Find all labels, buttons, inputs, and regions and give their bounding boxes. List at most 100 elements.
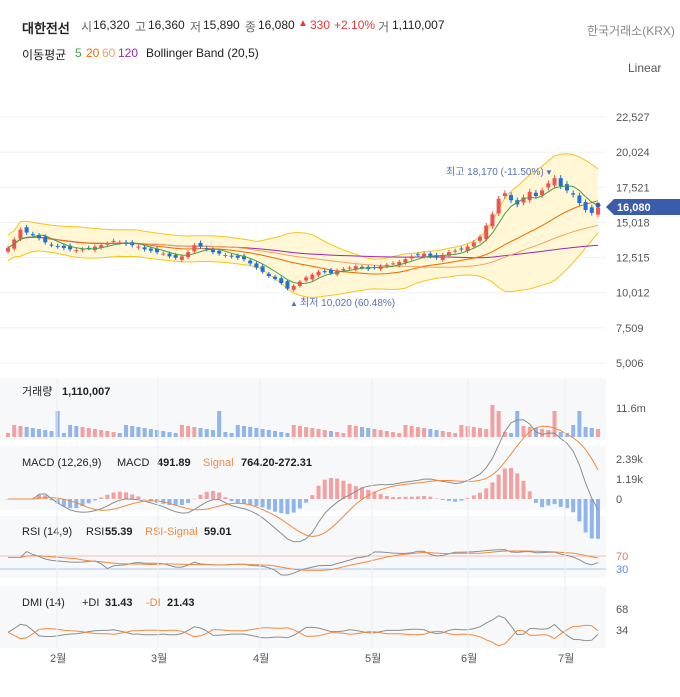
candle-body <box>74 250 79 252</box>
volume-bar <box>235 425 240 437</box>
candle-body <box>223 254 228 256</box>
macd-histogram-bar <box>316 485 321 499</box>
candle-body <box>37 235 42 239</box>
macd-histogram-bar <box>322 479 327 499</box>
macd-histogram-bar <box>527 491 532 499</box>
macd-histogram-bar <box>422 495 427 499</box>
candle-body <box>43 236 48 243</box>
macd-histogram-bar <box>397 496 402 499</box>
candle-body <box>446 252 451 256</box>
plus-di-label: +DI <box>82 597 99 609</box>
candle-body <box>360 266 364 268</box>
macd-histogram-bar <box>415 496 420 499</box>
plus-di-line <box>7 615 599 642</box>
candle-body <box>397 261 402 266</box>
macd-histogram-bar <box>353 486 358 499</box>
macd-histogram-bar <box>459 499 464 501</box>
candle-body <box>266 273 271 277</box>
volume-bar <box>515 411 520 437</box>
macd-histogram-bar <box>384 495 389 499</box>
macd-histogram-bar <box>130 494 135 499</box>
volume-bar <box>217 411 222 437</box>
candle-body <box>49 244 54 246</box>
macd-histogram-bar <box>366 489 371 499</box>
macd-histogram-bar <box>229 499 234 502</box>
volume-bar <box>99 430 104 437</box>
candle-body <box>198 242 203 247</box>
macd-histogram-bar <box>248 499 253 505</box>
macd-histogram-bar <box>434 498 439 499</box>
volume-bar <box>161 431 166 437</box>
min-marker-icon: ▲ <box>290 299 298 308</box>
volume-bar <box>273 431 278 437</box>
candle-body <box>434 254 439 258</box>
macd-histogram-bar <box>49 499 54 501</box>
macd-histogram-bar <box>80 499 85 507</box>
candle-body <box>596 207 600 215</box>
high-label: 고 <box>135 20 147 34</box>
minus-di-label: -DI <box>146 597 161 609</box>
candle-body <box>403 259 408 263</box>
dmi-panel-label: DMI (14) <box>22 597 65 609</box>
macd-histogram-bar <box>478 492 482 499</box>
macd-histogram-bar <box>490 482 495 499</box>
candle-body <box>210 249 215 253</box>
macd-histogram-bar <box>198 494 203 499</box>
macd-histogram-bar <box>273 499 278 512</box>
candle-body <box>105 243 110 245</box>
volume-bar <box>384 431 389 437</box>
candle-body <box>391 263 396 265</box>
candle-body <box>471 242 476 247</box>
volume-bar <box>6 433 10 437</box>
volume-bar <box>558 432 563 437</box>
volume-bar <box>92 429 97 437</box>
volume-bar <box>589 428 594 437</box>
volume-bar <box>378 430 383 437</box>
macd-histogram-bar <box>242 499 246 505</box>
candle-body <box>248 260 253 264</box>
minus-di-value: 21.43 <box>167 597 195 609</box>
x-tick-label: 6월 <box>461 652 477 665</box>
macd-histogram-bar <box>254 499 259 506</box>
price-y-tick: 7,509 <box>616 323 644 335</box>
volume-bar <box>415 427 420 437</box>
volume-bar <box>210 430 215 437</box>
candle-body <box>478 236 482 241</box>
scale-mode-button[interactable]: Linear <box>628 61 662 75</box>
volume-bar <box>105 431 110 437</box>
volume-bar <box>142 428 147 437</box>
volume-bar <box>279 432 284 437</box>
rsi-panel-label: RSI (14,9) <box>22 526 72 538</box>
volume-bar <box>372 429 377 437</box>
volume-bar <box>434 430 439 437</box>
volume-bar <box>335 432 340 437</box>
candle-body <box>260 266 265 272</box>
macd-histogram-bar <box>428 496 433 499</box>
candle-body <box>86 247 91 249</box>
macd-histogram-bar <box>546 499 551 506</box>
macd-histogram-bar <box>440 499 445 500</box>
volume-bar <box>446 432 451 437</box>
volume-bar <box>502 432 507 437</box>
volume-bar <box>366 428 371 437</box>
volume-bar <box>540 429 545 437</box>
candle-body <box>484 225 489 240</box>
stock-name: 대한전선 <box>22 21 70 36</box>
volume-bar <box>136 427 141 437</box>
candle-body <box>192 245 197 252</box>
macd-histogram-bar <box>341 480 346 499</box>
exchange-label: 한국거래소(KRX) <box>587 24 675 38</box>
candle-body <box>440 254 445 260</box>
candle-body <box>459 248 464 250</box>
rsi-panel-bg <box>0 516 606 578</box>
ma20-legend: 20 <box>86 46 100 60</box>
candle-body <box>328 269 333 274</box>
volume-bar <box>403 425 408 437</box>
volume-bar <box>37 429 42 437</box>
price-y-tick: 12,515 <box>616 253 650 265</box>
volume-bar <box>304 427 309 437</box>
candle-body <box>99 245 104 248</box>
high-value: 16,360 <box>148 18 185 32</box>
macd-histogram-bar <box>148 499 153 502</box>
candle-body <box>242 255 246 260</box>
